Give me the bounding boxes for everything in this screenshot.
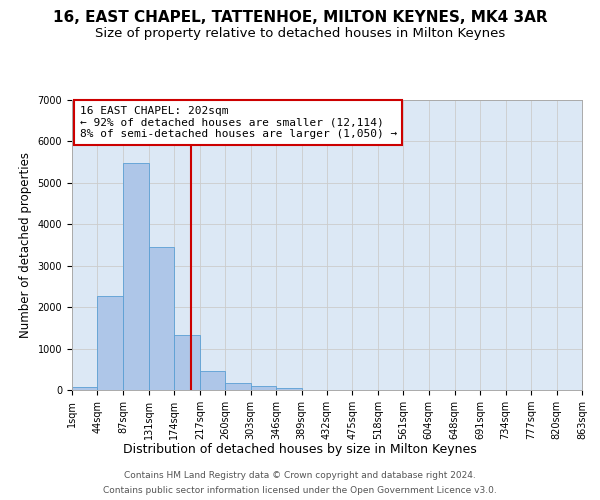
- Bar: [175, 336, 200, 390]
- Text: 16, EAST CHAPEL, TATTENHOE, MILTON KEYNES, MK4 3AR: 16, EAST CHAPEL, TATTENHOE, MILTON KEYNE…: [53, 10, 547, 25]
- Y-axis label: Number of detached properties: Number of detached properties: [19, 152, 32, 338]
- Bar: [72, 387, 97, 390]
- Bar: [251, 386, 276, 390]
- Text: 16 EAST CHAPEL: 202sqm
← 92% of detached houses are smaller (12,114)
8% of semi-: 16 EAST CHAPEL: 202sqm ← 92% of detached…: [80, 106, 397, 139]
- Bar: [97, 296, 123, 390]
- Bar: [149, 248, 175, 390]
- Text: Size of property relative to detached houses in Milton Keynes: Size of property relative to detached ho…: [95, 28, 505, 40]
- Bar: [276, 388, 302, 390]
- Text: Contains HM Land Registry data © Crown copyright and database right 2024.: Contains HM Land Registry data © Crown c…: [124, 471, 476, 480]
- Text: Contains public sector information licensed under the Open Government Licence v3: Contains public sector information licen…: [103, 486, 497, 495]
- Bar: [200, 371, 225, 390]
- Bar: [225, 384, 251, 390]
- Text: Distribution of detached houses by size in Milton Keynes: Distribution of detached houses by size …: [123, 442, 477, 456]
- Bar: [123, 163, 149, 390]
